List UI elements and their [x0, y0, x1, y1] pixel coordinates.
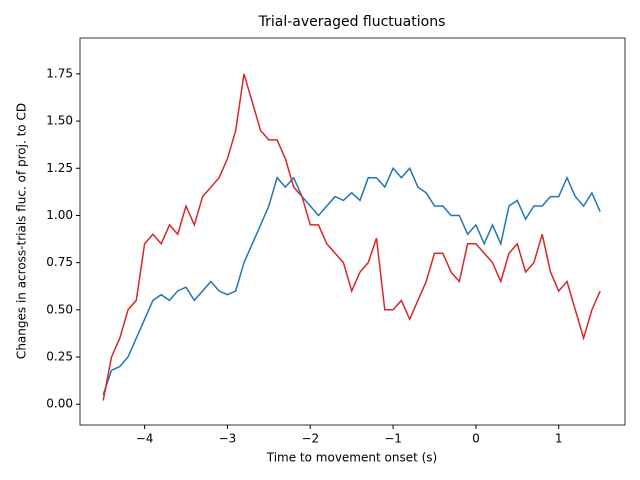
plot-frame: [79, 37, 626, 426]
x-tick-label: −4: [136, 432, 154, 446]
y-tick-label: 1.75: [46, 66, 73, 80]
y-tick-label: 1.25: [46, 161, 73, 175]
x-tick-label: −2: [301, 432, 319, 446]
y-tick-label: 0.25: [46, 350, 73, 364]
y-tick-label: 1.50: [46, 114, 73, 128]
x-tick-label: −1: [384, 432, 402, 446]
x-tick-label: 0: [472, 432, 480, 446]
x-tick-label: 1: [555, 432, 563, 446]
y-tick-label: 1.00: [46, 208, 73, 222]
y-axis-label: Changes in across-trials fluc. of proj. …: [15, 103, 29, 359]
y-tick-label: 0.75: [46, 255, 73, 269]
series-line: [102, 73, 601, 401]
chart-title: Trial-averaged fluctuations: [258, 14, 446, 30]
series-line: [102, 166, 601, 396]
x-tick-label: −3: [219, 432, 237, 446]
x-axis-label: Time to movement onset (s): [266, 451, 437, 465]
y-tick-label: 0.00: [46, 397, 73, 411]
y-tick-label: 0.50: [46, 302, 73, 316]
